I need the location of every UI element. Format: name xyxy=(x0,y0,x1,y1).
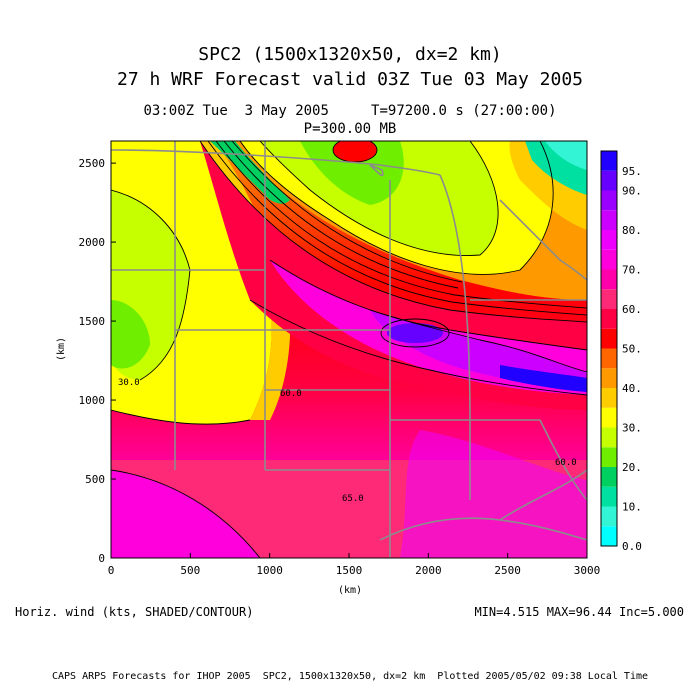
y-tick-label: 0 xyxy=(98,552,105,565)
colorbar-frame xyxy=(600,150,618,547)
colorbar-swatch xyxy=(601,388,617,408)
northern-red-blob xyxy=(333,141,377,162)
x-tick-label: 500 xyxy=(180,564,200,577)
colorbar-label: 90. xyxy=(622,185,642,198)
colorbar-label: 50. xyxy=(622,343,642,356)
southeast-magenta-area xyxy=(400,430,587,558)
colorbar-swatch xyxy=(601,506,617,527)
x-tick-label: 1000 xyxy=(256,564,283,577)
colorbar-swatch xyxy=(601,289,617,309)
eastern-jet-purple xyxy=(500,365,587,392)
footer-credit: CAPS ARPS Forecasts for IHOP 2005 SPC2, … xyxy=(51,671,649,682)
valid-time-line: 03:00Z Tue 3 May 2005 T=97200.0 s (27:00… xyxy=(143,103,557,119)
colorbar-swatch xyxy=(601,447,617,467)
colorbar-swatch xyxy=(601,328,617,349)
colorbar-swatch xyxy=(601,269,617,290)
x-tick-label: 3000 xyxy=(574,564,601,577)
y-tick-label: 500 xyxy=(85,473,105,486)
y-axis-label: (km) xyxy=(56,337,67,361)
y-axis: 0 500 1000 1500 2000 2500 xyxy=(79,157,116,565)
y-tick-label: 1500 xyxy=(79,315,106,328)
colorbar-swatch xyxy=(601,249,617,270)
min-value: MIN=4.515 xyxy=(474,605,540,619)
colorbar-swatch xyxy=(601,170,617,191)
increment-value: Inc=5.000 xyxy=(618,605,684,619)
jet-max-center xyxy=(387,323,443,343)
field-description: Horiz. wind (kts, SHADED/CONTOUR) xyxy=(15,605,254,619)
western-green-core xyxy=(111,300,150,369)
chart-subtitle: 27 h WRF Forecast valid 03Z Tue 03 May 2… xyxy=(117,69,583,90)
colorbar-swatch xyxy=(601,151,617,171)
contour-label: 60.0 xyxy=(280,389,302,399)
colorbar-label: 40. xyxy=(622,382,642,395)
state-boundaries xyxy=(111,141,587,558)
field-statistics: MIN=4.515 MAX=96.44 Inc=5.000 xyxy=(474,605,684,619)
northern-green-area xyxy=(300,141,404,205)
x-tick-label: 2000 xyxy=(415,564,442,577)
colorbar-label: 30. xyxy=(622,422,642,435)
colorbar-swatch xyxy=(601,486,617,507)
colorbar-label: 80. xyxy=(622,224,642,237)
colorbar-swatch xyxy=(601,190,617,211)
x-axis: 0 500 1000 1500 2000 2500 3000 xyxy=(108,553,601,577)
colorbar-swatch xyxy=(601,210,617,230)
contour-label: 30.0 xyxy=(118,378,140,388)
colorbar-swatch xyxy=(601,467,617,487)
colorbar-label: 60. xyxy=(622,303,642,316)
colorbar-swatch xyxy=(601,427,617,448)
colorbar-label: 20. xyxy=(622,461,642,474)
max-value: MAX=96.44 xyxy=(546,605,612,619)
x-tick-label: 1500 xyxy=(336,564,363,577)
x-tick-label: 2500 xyxy=(494,564,521,577)
x-axis-label: (km) xyxy=(338,585,362,596)
colorbar-swatch xyxy=(601,309,617,329)
colorbar-swatch xyxy=(601,230,617,250)
x-tick-label: 0 xyxy=(108,564,115,577)
y-tick-label: 1000 xyxy=(79,394,106,407)
contour-label: 60.0 xyxy=(555,458,577,468)
colorbar: 0.0 10. 20. 30. 40. 50. 60. 70. 80. 90. 95. xyxy=(600,150,642,553)
northeast-cyan-area xyxy=(545,141,587,170)
colorbar-label: 70. xyxy=(622,264,642,277)
colorbar-swatch xyxy=(601,348,617,369)
chart-title: SPC2 (1500x1320x50, dx=2 km) xyxy=(198,44,502,65)
colorbar-swatch xyxy=(601,407,617,428)
pressure-level-line: P=300.00 MB xyxy=(303,121,397,137)
colorbar-swatch xyxy=(601,526,617,546)
colorbar-label: 10. xyxy=(622,501,642,514)
colorbar-swatch xyxy=(601,368,617,388)
y-tick-label: 2000 xyxy=(79,236,106,249)
y-tick-label: 2500 xyxy=(79,157,106,170)
colorbar-label: 95. xyxy=(622,165,642,178)
shaded-field: 30.0 60.0 60.0 65.0 xyxy=(111,141,587,558)
northwest-teal-streak xyxy=(210,141,290,204)
colorbar-label: 0.0 xyxy=(622,540,642,553)
southwest-magenta-area xyxy=(111,470,260,558)
contour-label: 65.0 xyxy=(342,494,364,504)
